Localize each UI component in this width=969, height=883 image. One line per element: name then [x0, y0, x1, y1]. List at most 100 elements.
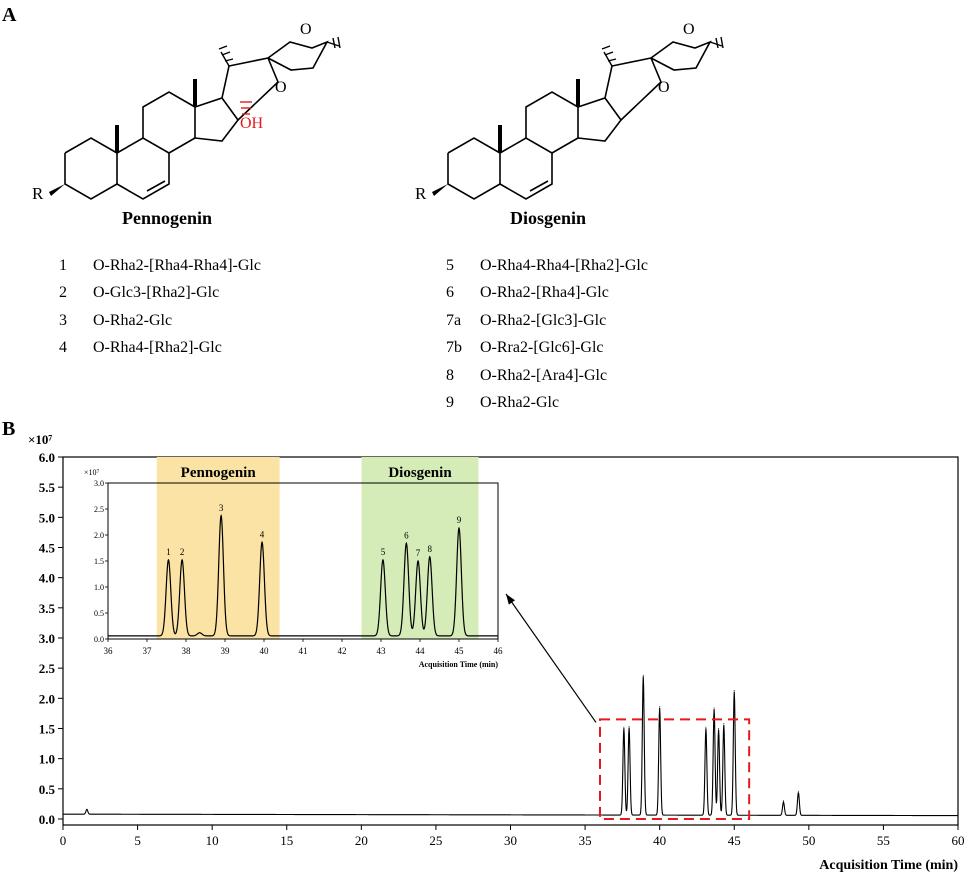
- main-peak-point: [713, 707, 715, 709]
- x-tick-label: 60: [952, 833, 965, 848]
- main-trace-line: [63, 676, 958, 817]
- inset-peak-label: 3: [219, 503, 224, 513]
- inset-x-tick-label: 45: [455, 646, 465, 656]
- panel-b-label: B: [2, 418, 16, 440]
- pennogenin-structure: OH R O O: [32, 21, 341, 203]
- y-tick-label: 0.0: [39, 812, 55, 827]
- inset-peak-point: [429, 556, 431, 558]
- inset-band-label: Pennogenin: [181, 465, 257, 481]
- main-peak-point: [86, 808, 88, 810]
- diosgenin-compound-list: 5 O-Rha4-Rha4-[Rha2]-Glc 6 O-Rha2-[Rha4]-G…: [446, 252, 648, 416]
- main-peak-point: [733, 689, 735, 691]
- list-item: 4 O-Rha4-[Rha2]-Glc: [59, 339, 222, 357]
- list-item: 3 O-Rha2-Glc: [59, 311, 173, 329]
- main-peak-point: [642, 674, 644, 676]
- inset-peak-label: 2: [180, 547, 185, 557]
- diosgenin-structure: R O O: [415, 21, 724, 203]
- inset-peak-label: 7: [416, 548, 421, 558]
- inset-peak-point: [181, 559, 183, 561]
- x-tick-label: 25: [429, 833, 442, 848]
- inset-peak-point: [458, 527, 460, 529]
- inset-x-tick-label: 41: [299, 646, 308, 656]
- y-tick-label: 2.5: [39, 661, 56, 676]
- inset-x-tick-label: 42: [338, 646, 347, 656]
- inset-peak-label: 4: [260, 529, 265, 539]
- pennogenin-title: Pennogenin: [122, 208, 213, 228]
- main-peak-point: [705, 726, 707, 728]
- inset-x-axis-label: Acquisition Time (min): [419, 660, 499, 669]
- list-item: 2 O-Glc3-[Rha2]-Glc: [59, 284, 220, 302]
- inset-peak-point: [220, 515, 222, 517]
- inset-x-tick-label: 36: [104, 646, 114, 656]
- inset-band: [156, 457, 280, 639]
- zoom-arrow-head: [506, 594, 516, 605]
- main-peak-point: [782, 800, 784, 802]
- inset-x-tick-label: 43: [377, 646, 387, 656]
- x-tick-label: 30: [504, 833, 517, 848]
- inset-peak-point: [382, 559, 384, 561]
- list-item: 9 O-Rha2-Glc: [446, 394, 560, 412]
- o-label: O: [275, 79, 287, 96]
- inset-y-tick-label: 2.0: [94, 531, 104, 540]
- y-tick-label: 6.0: [39, 450, 55, 465]
- main-peak-point: [628, 726, 630, 728]
- x-axis-label: Acquisition Time (min): [819, 858, 958, 873]
- zoom-arrow-line: [505, 593, 597, 723]
- inset-y-tick-label: 0.0: [94, 635, 104, 644]
- list-item: 1 O-Rha2-[Rha4-Rha4]-Glc: [59, 257, 261, 274]
- y-tick-label: 2.0: [39, 691, 55, 706]
- y-tick-label: 3.5: [39, 601, 56, 616]
- main-peak-point: [623, 726, 625, 728]
- list-item: 7a O-Rha2-[Glc3]-Glc: [446, 311, 607, 329]
- inset-peak-point: [261, 541, 263, 543]
- chromatogram-chart: 0 5 10 15 20 25 30 35 40 45 50 55 60 0.0 0.5 1.0 1.5 2.0 2…: [28, 432, 965, 873]
- main-peak-point: [718, 727, 720, 729]
- inset-trace-line: [108, 514, 498, 637]
- inset-x-tick-label: 39: [221, 646, 231, 656]
- y-tick-label: 4.5: [39, 540, 56, 555]
- main-peak-point: [797, 790, 799, 792]
- x-tick-label: 35: [579, 833, 592, 848]
- highlight-box: [599, 718, 751, 820]
- inset-y-tick-label: 2.5: [94, 505, 104, 514]
- inset-y-scale-label: ×10⁷: [84, 468, 100, 477]
- y-tick-label: 0.5: [39, 782, 56, 797]
- inset-x-tick-label: 44: [416, 646, 426, 656]
- inset-peak-label: 8: [428, 544, 433, 554]
- diosgenin-title: Diosgenin: [510, 208, 587, 228]
- y-tick-label: 5.0: [39, 510, 55, 525]
- oh-label: OH: [240, 115, 264, 132]
- x-tick-label: 10: [206, 833, 219, 848]
- y-tick-label: 1.5: [39, 721, 56, 736]
- panel-a-label: A: [2, 4, 17, 26]
- x-tick-label: 55: [877, 833, 890, 848]
- inset-peak-point: [167, 559, 169, 561]
- x-tick-label: 40: [653, 833, 666, 848]
- o-label: O: [300, 21, 312, 38]
- x-tick-label: 20: [355, 833, 368, 848]
- r-label: R: [32, 184, 44, 203]
- o-label: O: [658, 79, 670, 96]
- inset-band: [361, 457, 479, 639]
- inset-x-tick-label: 38: [182, 646, 192, 656]
- y-tick-label: 4.0: [39, 571, 55, 586]
- main-peak-point: [659, 706, 661, 708]
- inset-x-tick-label: 40: [260, 646, 270, 656]
- x-tick-label: 50: [802, 833, 815, 848]
- y-tick-label: 1.0: [39, 752, 55, 767]
- inset-band-label: Diosgenin: [388, 465, 452, 481]
- x-tick-label: 15: [280, 833, 293, 848]
- inset-y-tick-label: 1.5: [94, 557, 104, 566]
- x-tick-label: 0: [60, 833, 67, 848]
- inset-y-tick-label: 1.0: [94, 583, 104, 592]
- list-item: 7b O-Rra2-[Glc6]-Glc: [446, 339, 604, 357]
- inset-y-tick-label: 3.0: [94, 479, 104, 488]
- structures-svg: OH R O O R O O: [32, 21, 724, 203]
- y-tick-label: 3.0: [39, 631, 55, 646]
- x-tick-label: 45: [728, 833, 741, 848]
- inset-peak-label: 5: [381, 547, 386, 557]
- pennogenin-compound-list: 1 O-Rha2-[Rha4-Rha4]-Glc 2 O-Glc3-[Rha2]-G…: [59, 252, 261, 362]
- r-label: R: [415, 184, 427, 203]
- inset-peak-label: 1: [166, 547, 171, 557]
- inset-x-tick-label: 46: [494, 646, 504, 656]
